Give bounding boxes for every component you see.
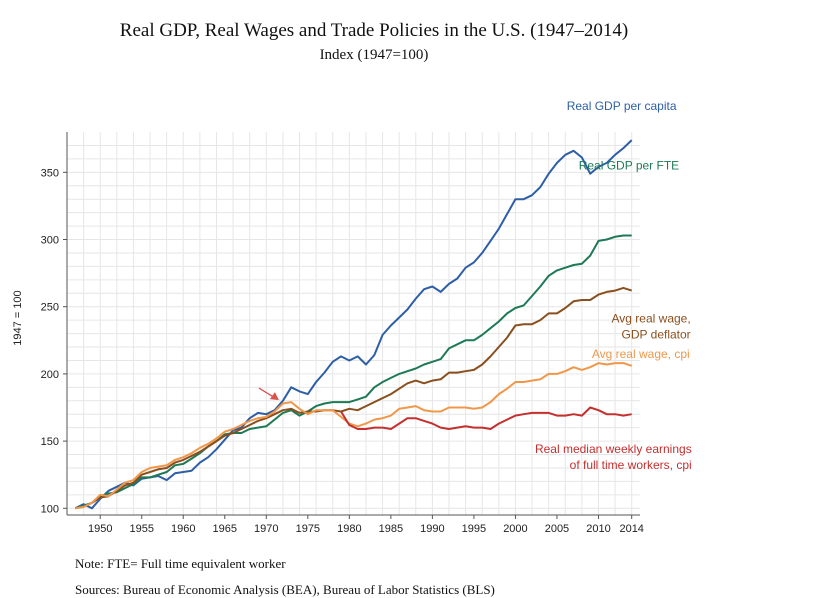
series-line-wage_cpi xyxy=(75,362,633,510)
series-label-wage_gdp: GDP deflator xyxy=(622,328,691,342)
x-tick-label: 1950 xyxy=(88,523,112,535)
y-tick-label: 350 xyxy=(41,167,59,179)
x-tick-label: 1990 xyxy=(420,523,444,535)
x-tick-label: 1955 xyxy=(129,523,153,535)
annotation-layer xyxy=(258,387,279,401)
y-axis-label: 1947 = 100 xyxy=(12,290,24,345)
series-lines xyxy=(74,139,633,510)
x-tick-label: 2005 xyxy=(545,523,569,535)
x-tick-label: 2000 xyxy=(503,523,527,535)
series-line-wage_gdp xyxy=(75,286,633,510)
x-tick-label: 2010 xyxy=(586,523,610,535)
series-label-median: of full time workers, cpi xyxy=(570,458,692,472)
series-label-gdp_capita: Real GDP per capita xyxy=(567,99,677,113)
x-tick-label: 1965 xyxy=(213,523,237,535)
chart-subtitle: Index (1947=100) xyxy=(319,47,429,63)
x-tick-label: 1980 xyxy=(337,523,361,535)
tick-labels: 100 150 200 250 300 350 1950 1955 1960 1965 1970 19… xyxy=(41,167,644,535)
x-tick-label: 1975 xyxy=(296,523,320,535)
series-label-wage_gdp: Avg real wage, xyxy=(612,312,691,326)
footer-sources: Sources: Bureau of Economic Analysis (BE… xyxy=(75,582,495,597)
series-line-median xyxy=(340,406,632,430)
x-tick-label: 1995 xyxy=(462,523,486,535)
y-tick-label: 100 xyxy=(41,503,59,515)
y-tick-label: 300 xyxy=(41,235,59,247)
series-label-median: Real median weekly earnings xyxy=(535,442,692,456)
series-line-gdp_fte xyxy=(74,234,632,510)
series-line-gdp_capita xyxy=(74,139,633,510)
x-tick-label: 1985 xyxy=(379,523,403,535)
series-label-gdp_fte: Real GDP per FTE xyxy=(579,158,679,172)
chart-title: Real GDP, Real Wages and Trade Policies … xyxy=(119,20,629,41)
x-tick-label: 1970 xyxy=(254,523,278,535)
annotation-arrow-head xyxy=(269,392,279,401)
y-tick-label: 250 xyxy=(41,302,59,314)
series-labels: Real GDP per capita Real GDP per FTE Avg r… xyxy=(535,99,692,472)
x-tick-label: 2014 xyxy=(619,523,643,535)
series-label-wage_cpi: Avg real wage, cpi xyxy=(592,347,690,361)
grid-lines xyxy=(67,132,640,515)
y-tick-label: 200 xyxy=(41,369,59,381)
y-tick-label: 150 xyxy=(41,436,59,448)
footer-note: Note: FTE= Full time equivalent worker xyxy=(75,556,286,571)
x-tick-label: 1960 xyxy=(171,523,195,535)
axes xyxy=(63,132,640,519)
